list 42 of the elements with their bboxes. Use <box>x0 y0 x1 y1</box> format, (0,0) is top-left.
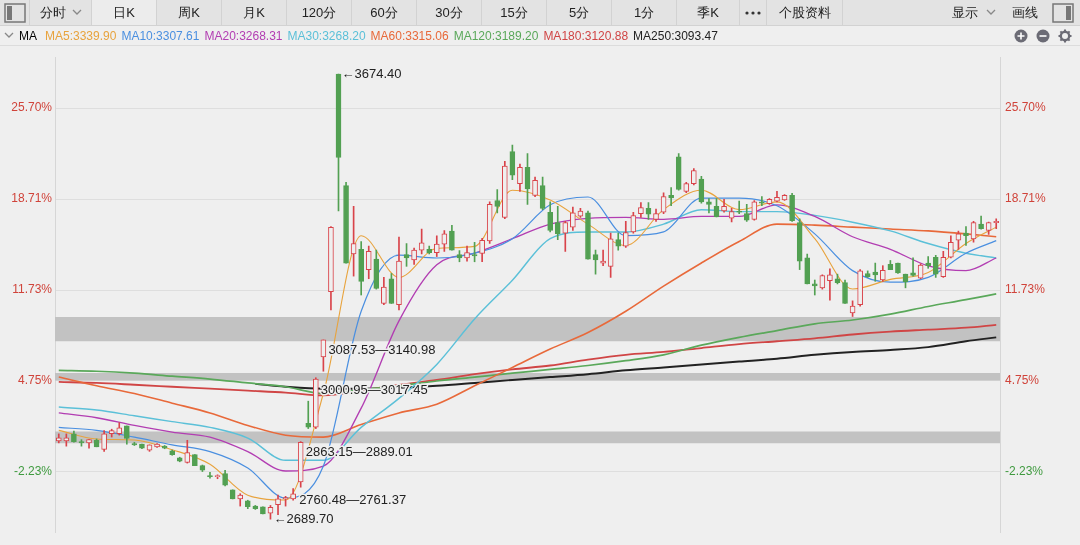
text: MA180:3120.88 <box>543 28 629 43</box>
text: 60分 <box>370 3 398 22</box>
text: 周K <box>178 3 200 22</box>
line-series <box>57 292 998 395</box>
text: 个股资料 <box>778 3 831 22</box>
y-tick-label: 25.70% <box>11 100 53 115</box>
text: 显示 <box>952 3 978 22</box>
text: MA60:3315.06 <box>370 28 449 43</box>
line-series <box>57 223 998 438</box>
text: 15分 <box>500 3 528 22</box>
text: 1分 <box>633 3 655 22</box>
text: 画线 <box>1012 3 1038 22</box>
y-tick-label: 4.75% <box>17 373 53 388</box>
text: 30分 <box>435 3 463 22</box>
text: 分时 <box>39 3 66 22</box>
text: MA20:3268.31 <box>204 28 283 43</box>
legend-title: MA <box>19 28 37 43</box>
y2-tick-label: 25.70% <box>1005 100 1047 115</box>
annotation: ←3674.40 <box>341 65 402 81</box>
y-tick-label: 11.73% <box>12 282 53 297</box>
text: MA30:3268.20 <box>287 28 366 43</box>
candlestick <box>827 268 833 301</box>
y-tick-label: 18.71% <box>11 191 53 206</box>
candlestick <box>759 196 765 207</box>
annotation: ←2689.70 <box>273 510 334 526</box>
text: 月K <box>243 3 265 22</box>
text: MA120:3189.20 <box>453 28 539 43</box>
text: MA250:3093.47 <box>633 28 718 43</box>
text: 季K <box>697 3 719 22</box>
y2-tick-label: 4.75% <box>1005 373 1040 388</box>
annotation: 2760.48—2761.37 <box>299 491 407 507</box>
y-tick-label: -2.23% <box>13 464 53 479</box>
y2-tick-label: 11.73% <box>1005 282 1046 297</box>
text: 日K <box>113 3 135 22</box>
candlestick <box>305 400 312 429</box>
candlestick <box>736 200 743 214</box>
text: MA5:3339.90 <box>45 28 117 43</box>
text: 120分 <box>301 3 337 22</box>
text: MA10:3307.61 <box>121 28 200 43</box>
text: 5分 <box>568 3 590 22</box>
y2-tick-label: 18.71% <box>1005 191 1047 206</box>
y2-tick-label: -2.23% <box>1005 464 1044 479</box>
